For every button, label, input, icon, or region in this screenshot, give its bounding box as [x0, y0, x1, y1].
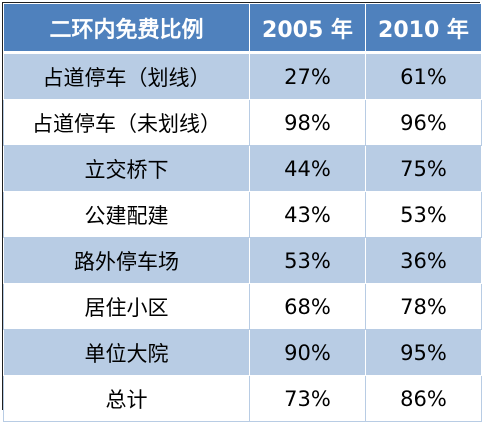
row-label: 占道停车（未划线） [3, 99, 250, 146]
table-row: 占道停车（划线） 27% 61% [3, 52, 482, 100]
table-row: 居住小区 68% 78% [3, 283, 482, 330]
value-2005: 27% [249, 52, 366, 100]
value-2005: 44% [249, 145, 366, 192]
value-2010: 96% [365, 99, 482, 146]
row-label: 路外停车场 [3, 237, 250, 284]
header-category: 二环内免费比例 [3, 3, 250, 54]
value-2005: 53% [249, 237, 366, 284]
row-label: 总计 [3, 375, 250, 422]
row-label: 单位大院 [3, 329, 250, 376]
value-2005: 90% [249, 329, 366, 376]
value-2010: 61% [365, 52, 482, 100]
value-2010: 75% [365, 145, 482, 192]
free-parking-ratio-table: 二环内免费比例 2005 年 2010 年 占道停车（划线） 27% 61% 占… [3, 3, 482, 422]
value-2005: 68% [249, 283, 366, 330]
value-2010: 95% [365, 329, 482, 376]
value-2010: 53% [365, 191, 482, 238]
header-2005: 2005 年 [249, 3, 366, 54]
table-row: 路外停车场 53% 36% [3, 237, 482, 284]
table-row: 立交桥下 44% 75% [3, 145, 482, 192]
row-label: 立交桥下 [3, 145, 250, 192]
row-label: 公建配建 [3, 191, 250, 238]
table-row: 占道停车（未划线） 98% 96% [3, 99, 482, 146]
value-2005: 98% [249, 99, 366, 146]
value-2010: 36% [365, 237, 482, 284]
row-label: 居住小区 [3, 283, 250, 330]
header-2010: 2010 年 [365, 3, 482, 54]
table-row: 公建配建 43% 53% [3, 191, 482, 238]
table-row: 总计 73% 86% [3, 375, 482, 422]
value-2010: 78% [365, 283, 482, 330]
table-row: 单位大院 90% 95% [3, 329, 482, 376]
row-label: 占道停车（划线） [3, 52, 250, 100]
table-header-row: 二环内免费比例 2005 年 2010 年 [3, 3, 482, 54]
value-2010: 86% [365, 375, 482, 422]
value-2005: 43% [249, 191, 366, 238]
value-2005: 73% [249, 375, 366, 422]
